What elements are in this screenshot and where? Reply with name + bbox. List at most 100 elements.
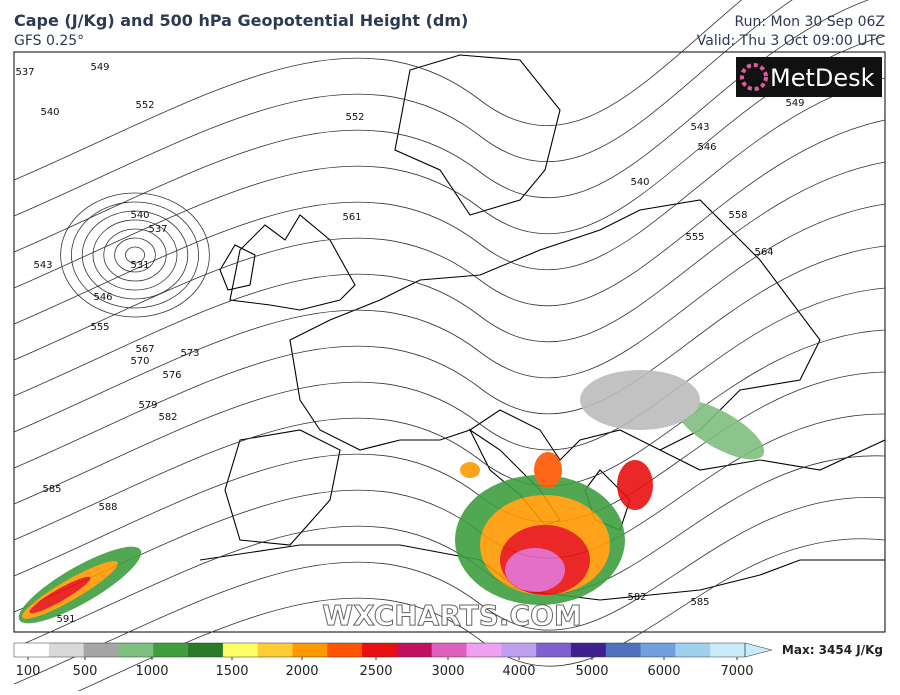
cape-area [534, 452, 562, 488]
colorbar-tick-label: 2000 [285, 664, 318, 679]
colorbar-swatch [48, 643, 85, 657]
cape-area [617, 460, 653, 510]
contour-label: 531 [130, 260, 149, 271]
contour-line [13, 77, 886, 325]
scandinavia [394, 54, 561, 216]
colorbar-swatch [570, 643, 607, 657]
contour-label: 570 [130, 356, 149, 367]
contour-label: 558 [728, 210, 747, 221]
colorbar-tick-label: 5000 [575, 664, 608, 679]
contour-label: 543 [33, 260, 52, 271]
colorbar-swatch [362, 643, 398, 657]
contour-label: 561 [342, 212, 361, 223]
contour-label: 540 [40, 107, 59, 118]
contour-line [114, 237, 156, 273]
colorbar-swatch [605, 643, 642, 657]
colorbar-tick-label: 4000 [502, 664, 535, 679]
max-value: Max: 3454 J/Kg [782, 643, 883, 657]
cape-area [580, 370, 700, 430]
contour-label: 582 [158, 412, 177, 423]
run-time: Run: Mon 30 Sep 06Z [735, 14, 886, 30]
contour-line [13, 497, 886, 685]
colorbar-tick-label: 2500 [359, 664, 392, 679]
contour-line [13, 0, 870, 253]
contour-line [13, 245, 886, 469]
colorbar-swatch [675, 643, 711, 657]
contour-line [13, 329, 886, 541]
contour-label: 588 [98, 502, 117, 513]
height-contours [13, 0, 886, 695]
colorbar-swatch [640, 643, 676, 657]
cape-area [29, 576, 91, 614]
colorbar-frame [13, 642, 746, 658]
contour-label: 552 [135, 100, 154, 111]
contour-label: 546 [697, 142, 716, 153]
colorbar-tick-label: 500 [73, 664, 98, 679]
cape-area [505, 548, 565, 592]
contour-label: 582 [627, 592, 646, 603]
colorbar-tick-label: 7000 [720, 664, 753, 679]
colorbar-swatch [501, 643, 537, 657]
contour-label: 585 [42, 484, 61, 495]
colorbar-tick-label: 6000 [647, 664, 680, 679]
contour-label: 555 [90, 322, 109, 333]
contour-label: 540 [630, 177, 649, 188]
colorbar-swatch [188, 643, 224, 657]
contour-line [125, 246, 146, 264]
contour-label: 591 [56, 614, 75, 625]
colorbar-swatch [118, 643, 154, 657]
colorbar-swatch [292, 643, 328, 657]
map-frame [13, 51, 886, 633]
contour-label: 567 [135, 344, 154, 355]
logo-box [736, 57, 882, 97]
contour-label: 576 [162, 370, 181, 381]
contour-label: 552 [345, 112, 364, 123]
contour-label: 537 [148, 224, 167, 235]
colorbar: 100 500 1000 1500 2000 2500 3000 4000 5000 6000 70… [13, 642, 883, 679]
contour-label: 549 [90, 62, 109, 73]
colorbar-tick-label: 3000 [431, 664, 464, 679]
contour-line [13, 0, 793, 217]
colorbar-swatch [710, 643, 746, 657]
colorbar-swatch [536, 643, 572, 657]
colorbar-swatch [466, 643, 502, 657]
watermark: WXCHARTS.COM [322, 599, 582, 632]
contour-line [13, 203, 886, 433]
contour-label: 543 [690, 122, 709, 133]
valid-time: Valid: Thu 3 Oct 09:00 UTC [697, 33, 885, 49]
turkey [659, 439, 886, 471]
contour-line [71, 201, 199, 309]
colorbar-tick-label: 1500 [215, 664, 248, 679]
contour-label: 579 [138, 400, 157, 411]
contour-line [13, 287, 886, 505]
colorbar-swatch [153, 643, 189, 657]
contour-label: 585 [690, 597, 709, 608]
contour-line [13, 0, 743, 181]
contour-line [60, 192, 210, 318]
colorbar-swatch [431, 643, 468, 657]
colorbar-tick-label: 1000 [135, 664, 168, 679]
colorbar-swatch [14, 643, 50, 657]
contour-label: 540 [130, 210, 149, 221]
contour-label: 546 [93, 292, 112, 303]
contour-label: 549 [785, 98, 804, 109]
cape-area [460, 462, 480, 478]
subtitle: GFS 0.25° [14, 33, 84, 49]
title: Cape (J/Kg) and 500 hPa Geopotential Hei… [14, 11, 468, 30]
colorbar-swatch [396, 643, 433, 657]
contour-line [13, 161, 886, 397]
colorbar-tick-label: 100 [16, 664, 41, 679]
colorbar-swatch [257, 643, 293, 657]
logo-text: MetDesk [770, 64, 875, 92]
iberia [224, 429, 341, 546]
ireland [219, 244, 256, 291]
contour-line [92, 219, 178, 291]
contour-line [13, 119, 886, 361]
cape-areas [18, 370, 765, 624]
colorbar-swatch [327, 643, 363, 657]
contour-label: 573 [180, 348, 199, 359]
contour-line [13, 35, 886, 289]
